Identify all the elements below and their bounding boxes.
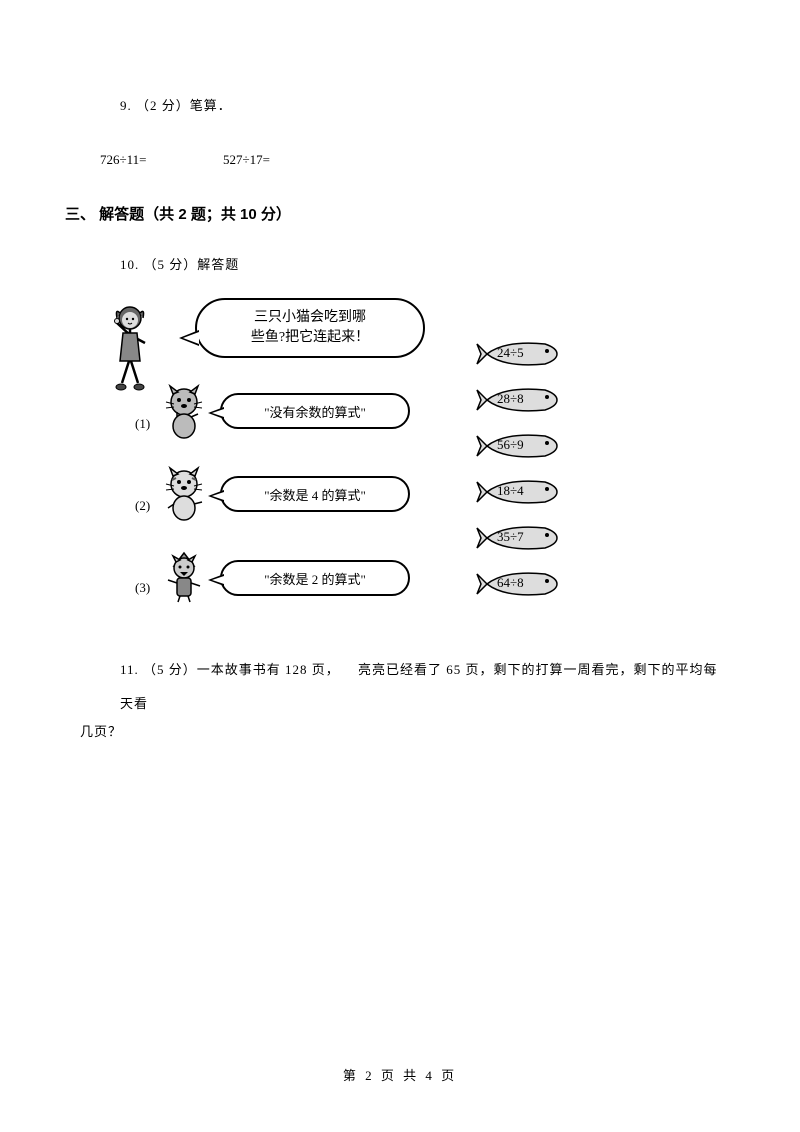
cat-icon-2 (160, 466, 208, 521)
fish-expr-5: 35÷7 (497, 529, 524, 545)
question-11-line1: 11. （5 分）一本故事书有 128 页， 亮亮已经看了 65 页，剩下的打算… (120, 653, 720, 721)
fish-expr-1: 24÷5 (497, 345, 524, 361)
fish-2: 28÷8 (475, 384, 560, 416)
fish-6: 64÷8 (475, 568, 560, 600)
question-11-line2: 几页？ (80, 721, 720, 740)
speech-bubble-cat-1: "没有余数的算式" (220, 393, 410, 429)
speech-bubble-cat-2: "余数是 4 的算式" (220, 476, 410, 512)
question-10-label: 10. （5 分）解答题 (120, 254, 720, 273)
fish-1: 24÷5 (475, 338, 560, 370)
fish-5: 35÷7 (475, 522, 560, 554)
speech-bubble-cat-3: "余数是 2 的算式" (220, 560, 410, 596)
formula-2: 527÷17= (223, 152, 270, 168)
speech-text-3: "余数是 2 的算式" (264, 569, 366, 588)
speech-line-2: 些鱼?把它连起来！ (251, 328, 369, 348)
speech-text-1: "没有余数的算式" (264, 402, 366, 421)
page-footer: 第 2 页 共 4 页 (0, 1065, 800, 1084)
question-9-formulas: 726÷11= 527÷17= (100, 152, 720, 168)
cat-icon-1 (160, 384, 208, 439)
speech-line-1: 三只小猫会吃到哪 (254, 308, 366, 328)
fish-expr-6: 64÷8 (497, 575, 524, 591)
girl-icon (105, 303, 155, 393)
question-9-label: 9. （2 分）笔算． (120, 95, 720, 114)
fish-expr-3: 56÷9 (497, 437, 524, 453)
speech-text-2: "余数是 4 的算式" (264, 485, 366, 504)
question-10-figure: 三只小猫会吃到哪 些鱼?把它连起来！ (1) "没有余数的算式" (2) (105, 298, 625, 618)
cat-icon-3 (160, 548, 208, 603)
cat-number-2: (2) (135, 498, 150, 514)
cat-number-1: (1) (135, 416, 150, 432)
fish-3: 56÷9 (475, 430, 560, 462)
speech-bubble-main: 三只小猫会吃到哪 些鱼?把它连起来！ (195, 298, 425, 358)
fish-expr-4: 18÷4 (497, 483, 524, 499)
fish-expr-2: 28÷8 (497, 391, 524, 407)
formula-1: 726÷11= (100, 152, 146, 168)
fish-4: 18÷4 (475, 476, 560, 508)
section-3-heading: 三、 解答题（共 2 题；共 10 分） (65, 203, 720, 224)
cat-number-3: (3) (135, 580, 150, 596)
